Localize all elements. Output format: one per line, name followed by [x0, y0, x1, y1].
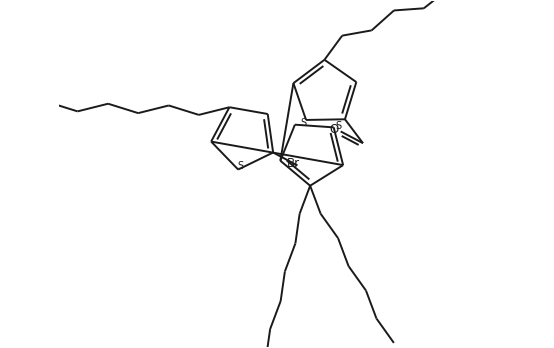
- Text: Br: Br: [287, 157, 300, 171]
- Text: S: S: [301, 118, 307, 128]
- Text: O: O: [330, 123, 339, 136]
- Text: S: S: [335, 121, 341, 131]
- Text: S: S: [238, 161, 244, 172]
